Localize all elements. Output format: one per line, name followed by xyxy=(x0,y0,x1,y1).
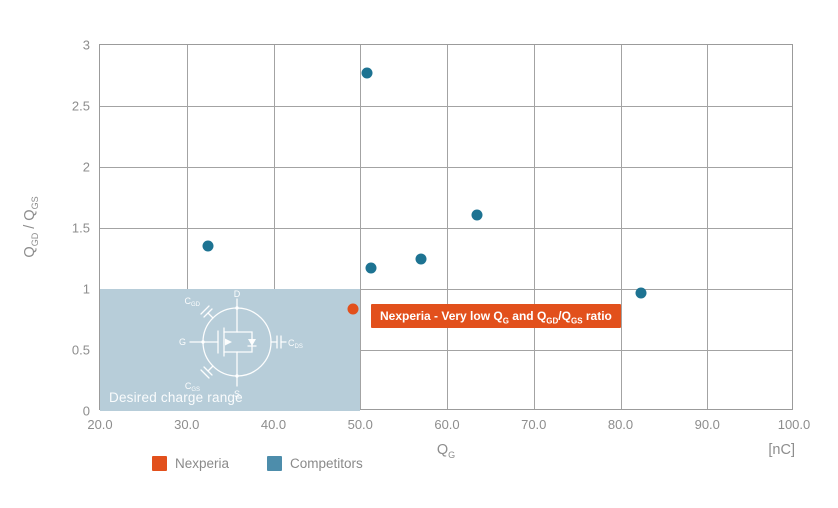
y-tick-label: 1.5 xyxy=(71,220,90,236)
legend-item-nexperia: Nexperia xyxy=(152,456,229,471)
annotation-text: Nexperia - Very low Q xyxy=(380,309,503,323)
data-point-competitors xyxy=(635,287,647,299)
x-tick-label: 90.0 xyxy=(694,417,720,432)
annotation-text: ratio xyxy=(582,309,612,323)
diagram-source-label: S xyxy=(234,389,240,399)
x-tick-label: 70.0 xyxy=(521,417,547,432)
gridline-vertical xyxy=(707,45,709,409)
mosfet-capacitance-diagram: D G S CGD CGS CDS xyxy=(179,290,303,399)
competitors-swatch xyxy=(267,456,283,471)
annotation-sub: GD xyxy=(546,316,559,326)
y-tick-label: 0.5 xyxy=(71,342,90,358)
data-point-competitors xyxy=(202,240,214,252)
gridline-vertical xyxy=(533,45,535,409)
y-tick-label: 1 xyxy=(82,281,90,297)
data-point-competitors xyxy=(361,67,373,79)
y-tick-label: 3 xyxy=(82,37,90,53)
data-point-nexperia xyxy=(347,303,359,315)
annotation-sub: GS xyxy=(570,316,583,326)
diagram-cgs-label: CGS xyxy=(185,381,200,393)
legend-label-competitors: Competitors xyxy=(290,456,363,471)
gridline-vertical xyxy=(447,45,448,409)
gridline-horizontal xyxy=(100,228,792,229)
x-axis-title: QG xyxy=(437,442,455,460)
gridline-vertical xyxy=(186,45,188,409)
y-axis-title-sub: GD xyxy=(29,232,40,247)
data-point-competitors xyxy=(471,209,483,221)
y-axis-title-sub: GS xyxy=(29,196,40,210)
annotation-text: and Q xyxy=(508,309,547,323)
gridline-horizontal xyxy=(100,350,792,351)
gridline-horizontal xyxy=(100,167,792,168)
legend-item-competitors: Competitors xyxy=(267,456,363,471)
data-point-competitors xyxy=(365,262,377,274)
annotation-sub: G xyxy=(502,316,509,326)
x-tick-label: 50.0 xyxy=(347,417,373,432)
x-tick-label: 30.0 xyxy=(174,417,200,432)
x-tick-label: 80.0 xyxy=(607,417,634,432)
y-tick-label: 0 xyxy=(82,403,90,419)
x-tick-label: 60.0 xyxy=(434,417,460,432)
legend: Nexperia Competitors xyxy=(152,456,363,471)
gridline-horizontal xyxy=(100,289,792,290)
diagram-drain-label: D xyxy=(234,290,241,299)
x-axis-title-text: Q xyxy=(436,442,449,458)
plot-area: D G S CGD CGS CDS Desired charge range N… xyxy=(72,38,810,433)
diagram-cds-label: CDS xyxy=(288,338,303,350)
gridline-vertical xyxy=(273,45,275,409)
legend-label-nexperia: Nexperia xyxy=(175,456,230,471)
gridline-vertical xyxy=(360,45,362,409)
y-axis-title-text: Q xyxy=(22,246,39,258)
x-axis-unit: [nC] xyxy=(768,442,795,458)
annotation-text: /Q xyxy=(558,309,571,323)
desired-charge-range-label: Desired charge range xyxy=(109,390,243,405)
diagram-cgd-label: CGD xyxy=(185,296,201,308)
diagram-gate-label: G xyxy=(179,337,186,347)
annotation-callout: Nexperia - Very low QG and QGD/QGS ratio xyxy=(371,304,621,328)
gridline-vertical xyxy=(620,45,622,409)
x-tick-label: 20.0 xyxy=(87,417,113,432)
nexperia-swatch xyxy=(152,456,167,471)
data-point-competitors xyxy=(415,253,427,264)
x-tick-label: 40.0 xyxy=(260,417,287,432)
y-tick-label: 2.5 xyxy=(71,98,90,114)
desired-charge-range-region: D G S CGD CGS CDS Desired charge range xyxy=(100,289,361,411)
y-axis-title: QGD / QGS xyxy=(22,196,40,257)
y-tick-label: 2 xyxy=(82,159,90,175)
y-axis-title-text: / Q xyxy=(22,209,39,233)
x-tick-label: 100.0 xyxy=(777,417,811,432)
gridline-horizontal xyxy=(100,106,792,107)
x-axis-title-sub: G xyxy=(448,449,456,460)
